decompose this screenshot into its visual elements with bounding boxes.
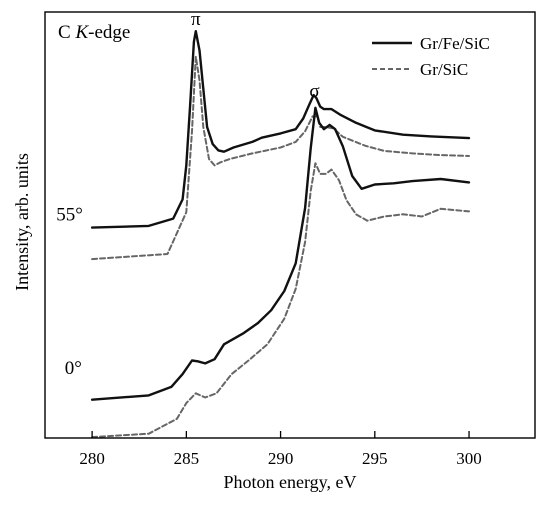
x-tick-label-285: 285 [174, 449, 200, 468]
x-tick-label-295: 295 [362, 449, 388, 468]
annotation-sigma: σ [309, 81, 319, 102]
x-axis-label: Photon energy, eV [224, 472, 357, 492]
annotation-55deg: 55° [56, 205, 83, 226]
annotation-0deg: 0° [65, 358, 82, 379]
title-suffix: -edge [88, 22, 130, 43]
x-tick-label-300: 300 [456, 449, 482, 468]
x-tick-label-290: 290 [268, 449, 294, 468]
annotation-pi: π [191, 9, 201, 30]
legend-label-gr-sic: Gr/SiC [420, 60, 468, 79]
y-axis-label: Intensity, arb. units [12, 153, 32, 291]
title-prefix: C [58, 22, 75, 43]
x-tick-label-280: 280 [79, 449, 105, 468]
chart-title: C K-edge [58, 22, 130, 43]
legend-label-gr-fe-sic: Gr/Fe/SiC [420, 34, 490, 53]
